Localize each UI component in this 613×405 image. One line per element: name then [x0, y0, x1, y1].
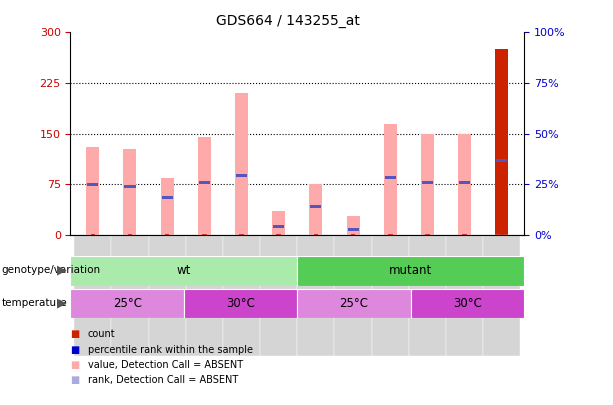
- Text: ■: ■: [70, 375, 80, 385]
- Bar: [483, 235, 520, 356]
- Bar: [276, 234, 281, 235]
- Bar: [260, 235, 297, 356]
- Bar: [128, 234, 132, 235]
- Bar: [297, 32, 335, 235]
- Bar: [161, 177, 173, 235]
- Bar: [314, 234, 318, 235]
- Bar: [409, 235, 446, 356]
- Bar: [202, 234, 207, 235]
- Text: ■: ■: [70, 329, 80, 339]
- Bar: [310, 184, 322, 235]
- Bar: [272, 211, 285, 235]
- Bar: [148, 235, 186, 356]
- Bar: [495, 49, 508, 235]
- Bar: [422, 181, 433, 184]
- Bar: [371, 32, 409, 235]
- Bar: [91, 234, 95, 235]
- Bar: [86, 147, 99, 235]
- Bar: [260, 32, 297, 235]
- Text: ■: ■: [70, 345, 80, 354]
- Bar: [235, 93, 248, 235]
- Bar: [74, 32, 112, 235]
- Bar: [199, 181, 210, 184]
- Bar: [198, 137, 211, 235]
- Bar: [458, 134, 471, 235]
- Bar: [112, 32, 148, 235]
- Bar: [483, 32, 520, 235]
- Text: count: count: [88, 329, 115, 339]
- Text: 25°C: 25°C: [113, 297, 142, 310]
- Bar: [346, 216, 360, 235]
- Text: ■: ■: [70, 360, 80, 370]
- Bar: [310, 205, 321, 208]
- Bar: [497, 159, 508, 162]
- Bar: [335, 235, 371, 356]
- Text: rank, Detection Call = ABSENT: rank, Detection Call = ABSENT: [88, 375, 238, 385]
- Text: genotype/variation: genotype/variation: [1, 265, 101, 275]
- Bar: [112, 235, 148, 356]
- Bar: [421, 134, 434, 235]
- Bar: [184, 289, 297, 318]
- Text: ▶: ▶: [56, 296, 66, 309]
- Bar: [384, 124, 397, 235]
- Bar: [411, 289, 524, 318]
- Bar: [223, 235, 260, 356]
- Bar: [74, 235, 112, 356]
- Bar: [348, 228, 359, 231]
- Text: 25°C: 25°C: [340, 297, 368, 310]
- Bar: [124, 185, 135, 188]
- Text: value, Detection Call = ABSENT: value, Detection Call = ABSENT: [88, 360, 243, 370]
- Bar: [446, 235, 483, 356]
- Text: 30°C: 30°C: [453, 297, 482, 310]
- Bar: [446, 32, 483, 235]
- Text: mutant: mutant: [389, 264, 432, 277]
- Bar: [123, 149, 137, 235]
- Bar: [335, 32, 371, 235]
- Bar: [162, 196, 173, 200]
- Bar: [371, 235, 409, 356]
- Text: GDS664 / 143255_at: GDS664 / 143255_at: [216, 14, 360, 28]
- Text: percentile rank within the sample: percentile rank within the sample: [88, 345, 253, 354]
- Bar: [388, 234, 392, 235]
- Bar: [462, 234, 467, 235]
- Bar: [223, 32, 260, 235]
- Bar: [239, 234, 244, 235]
- Text: ▶: ▶: [56, 264, 66, 277]
- Bar: [425, 234, 430, 235]
- Bar: [273, 225, 284, 228]
- Bar: [500, 234, 504, 235]
- Text: 30°C: 30°C: [226, 297, 255, 310]
- Text: temperature: temperature: [1, 298, 67, 308]
- Bar: [148, 32, 186, 235]
- Text: wt: wt: [177, 264, 191, 277]
- Bar: [186, 235, 223, 356]
- Bar: [297, 289, 411, 318]
- Bar: [87, 183, 98, 186]
- Bar: [165, 234, 169, 235]
- Bar: [70, 289, 184, 318]
- Bar: [297, 235, 335, 356]
- Bar: [409, 32, 446, 235]
- Bar: [459, 181, 470, 184]
- Bar: [297, 256, 524, 286]
- Bar: [70, 256, 297, 286]
- Bar: [236, 174, 247, 177]
- Bar: [351, 234, 356, 235]
- Bar: [186, 32, 223, 235]
- Bar: [385, 176, 396, 179]
